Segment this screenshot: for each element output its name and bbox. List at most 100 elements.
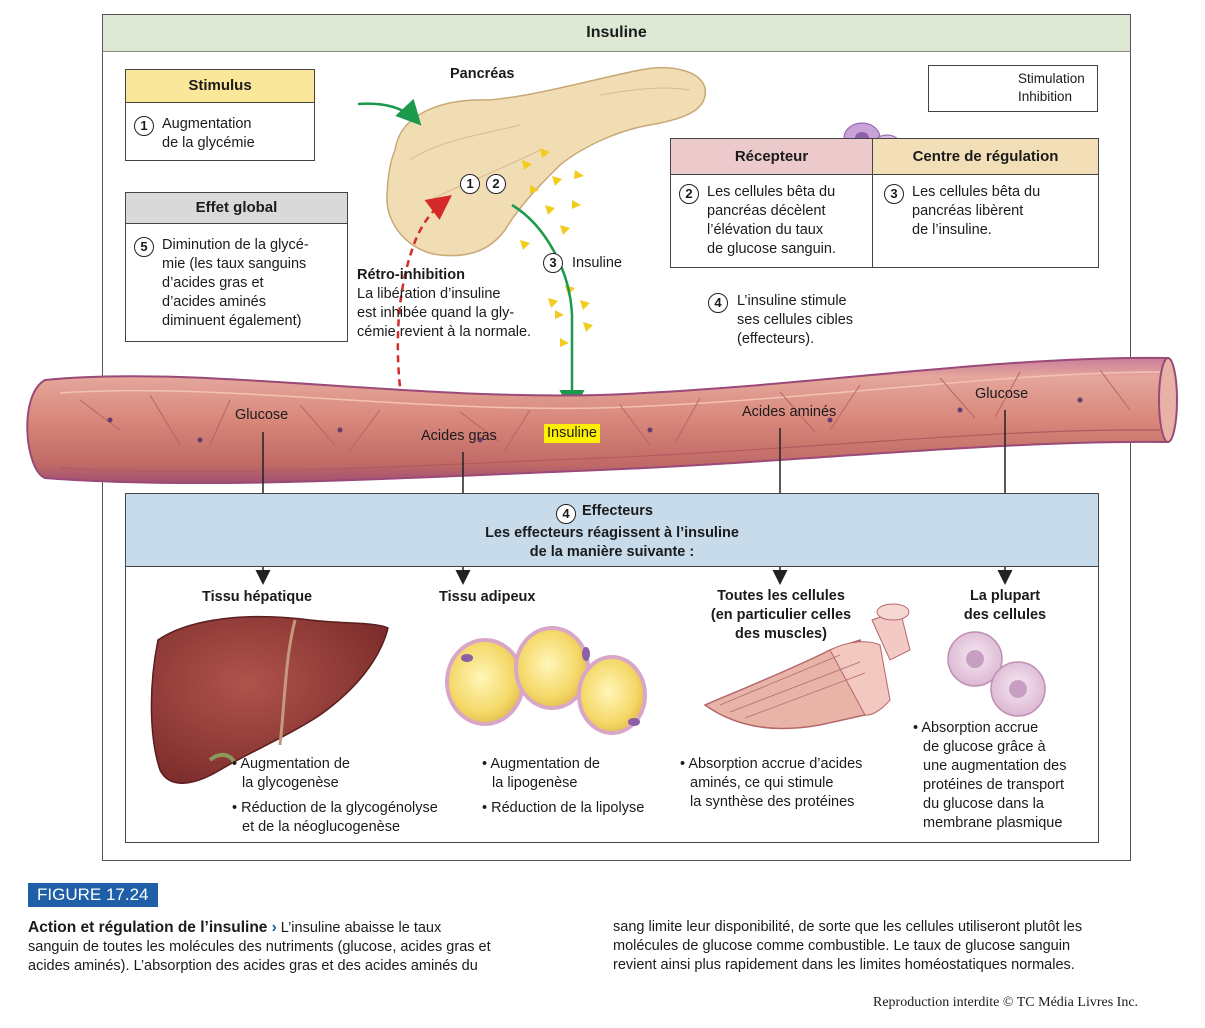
pancreas-label: Pancréas [450, 66, 515, 82]
cel-title-l3: des muscles) [735, 626, 827, 642]
caption-left-l3: acides aminés). L’absorption des acides … [28, 958, 478, 974]
cel-title-l2: (en particulier celles [710, 607, 852, 623]
insuline-step-num: 3 [543, 253, 563, 273]
adi-b2-l1: Réduction de la lipolyse [491, 800, 645, 816]
step4-l3: (effecteurs). [737, 331, 815, 347]
caption-title: Action et régulation de l’insuline [28, 919, 268, 936]
caption-left-l2: sanguin de toutes les molécules des nutr… [28, 939, 491, 955]
effet-global-l1: Diminution de la glycé- [162, 237, 309, 253]
centre-l2: pancréas libèrent [912, 203, 1024, 219]
cel-title-l1: Toutes les cellules [717, 588, 845, 604]
cel-b1-l3: la synthèse des protéines [690, 794, 855, 810]
vessel-acides-gras: Acides gras [421, 428, 497, 444]
recepteur-num: 2 [679, 184, 699, 204]
centre-title: Centre de régulation [873, 139, 1098, 175]
effet-global-box: Effet global 5 Diminution de la glycé- m… [125, 192, 348, 342]
figure-label: FIGURE 17.24 [28, 883, 158, 907]
adipose-illustration [445, 626, 647, 735]
effecteurs-l1: Les effecteurs réagissent à l’insuline [485, 525, 739, 541]
plu-b1-l3: une augmentation des [923, 758, 1067, 774]
effet-global-l5: diminuent également) [162, 313, 302, 329]
target-adipeux-bullets: • Augmentation de la lipogenèse • Réduct… [482, 756, 645, 816]
recepteur-title: Récepteur [671, 139, 873, 175]
copyright: Reproduction interdite © TC Média Livres… [873, 995, 1139, 1010]
legend: Stimulation Inhibition [928, 65, 1098, 112]
title-bar: Insuline [102, 14, 1131, 52]
retro-l3: cémie revient à la normale. [357, 324, 532, 340]
effecteurs-num: 4 [556, 504, 576, 524]
vessel-glucose-right: Glucose [975, 386, 1029, 402]
caption-right-l2: molécules de glucose comme combustible. … [613, 938, 1071, 954]
liver-illustration [150, 615, 389, 784]
stimulus-box: Stimulus 1 Augmentation de la glycémie [125, 69, 315, 161]
target-cellules-bullets: • Absorption accrue d’acides aminés, ce … [680, 756, 863, 810]
recepteur-l3: l’élévation du taux [707, 222, 824, 238]
step4-l1: L’insuline stimule [737, 293, 847, 309]
figure-caption-left: Action et régulation de l’insuline › L’i… [28, 918, 588, 976]
retro-l2: est inhibée quand la gly- [357, 305, 515, 321]
figure-caption-right: sang limite leur disponibilité, de sorte… [613, 918, 1193, 975]
plu-b1-l2: de glucose grâce à [923, 739, 1046, 755]
vessel-insuline: Insuline [544, 424, 600, 443]
retro-l1: La libération d’insuline [357, 286, 501, 302]
stimulus-title: Stimulus [126, 70, 314, 103]
stimulus-text-1: Augmentation [162, 116, 252, 132]
recepteur-l4: de glucose sanguin. [707, 241, 836, 257]
recepteur-l2: pancréas décèlent [707, 203, 826, 219]
hep-b1-l1: Augmentation de [240, 756, 350, 772]
centre-num: 3 [884, 184, 904, 204]
step4-l2: ses cellules cibles [737, 312, 854, 328]
effecteurs-header: 4 Effecteurs Les effecteurs réagissent à… [125, 493, 1099, 567]
vessel-glucose-left: Glucose [235, 407, 289, 423]
caption-right-l1: sang limite leur disponibilité, de sorte… [613, 919, 1083, 935]
step4-num: 4 [708, 293, 728, 313]
target-adipeux-title: Tissu adipeux [439, 589, 536, 605]
retro-inhibition-arrow [396, 194, 452, 411]
stimulus-arrow [357, 98, 422, 126]
cel-b1-l2: aminés, ce qui stimule [690, 775, 834, 791]
cel-b1-l1: Absorption accrue d’acides [688, 756, 863, 772]
hep-b2-l2: et de la néoglucogenèse [242, 819, 401, 835]
caption-right-l3: revient ainsi plus rapidement dans les l… [613, 957, 1075, 973]
target-cellules-title: Toutes les cellules (en particulier cell… [683, 587, 879, 644]
legend-inhibition-label: Inhibition [1018, 89, 1073, 104]
effecteurs-l2: de la manière suivante : [529, 544, 695, 560]
effet-global-num: 5 [134, 237, 154, 257]
effet-global-l3: d’acides gras et [162, 275, 264, 291]
plu-title-l2: des cellules [963, 607, 1047, 623]
adi-b1-l1: Augmentation de [490, 756, 600, 772]
plu-title-l1: La plupart [969, 588, 1041, 604]
pancreas-step-2: 2 [486, 174, 506, 194]
plu-b1-l4: protéines de transport [923, 777, 1065, 793]
muscle-illustration [703, 603, 911, 730]
target-hepatique-title: Tissu hépatique [202, 589, 313, 605]
effet-global-l4: d’acides aminés [162, 294, 266, 310]
plu-b1-l6: membrane plasmique [923, 815, 1063, 831]
plu-b1-l1: Absorption accrue [921, 720, 1039, 736]
recepteur-l1: Les cellules bêta du [707, 184, 836, 200]
stimulus-text-2: de la glycémie [162, 135, 255, 151]
effet-global-title: Effet global [126, 193, 347, 224]
centre-l1: Les cellules bêta du [912, 184, 1041, 200]
vessel-acides-amines: Acides aminés [742, 404, 837, 420]
effet-global-l2: mie (les taux sanguins [162, 256, 307, 272]
centre-l3: de l’insuline. [912, 222, 992, 238]
adi-b1-l2: la lipogenèse [492, 775, 578, 791]
caption-left-l1: L’insuline abaisse le taux [276, 920, 442, 936]
legend-stimulation-label: Stimulation [1018, 71, 1085, 86]
pancreas-step-1: 1 [460, 174, 480, 194]
hep-b1-l2: la glycogenèse [242, 775, 339, 791]
plu-b1-l5: du glucose dans la [923, 796, 1044, 812]
insuline-step-label: Insuline [572, 255, 622, 271]
pancreas-illustration [386, 67, 707, 257]
target-plupart-bullets: • Absorption accrue de glucose grâce à u… [913, 720, 1067, 831]
target-plupart-title: La plupart des cellules [945, 587, 1065, 625]
diagram-title: Insuline [586, 24, 647, 41]
effecteurs-panel [125, 565, 1099, 843]
stimulus-num: 1 [134, 116, 154, 136]
caption-arrow: › [271, 919, 277, 936]
blood-vessel [26, 356, 1178, 485]
body-cells-illustration [947, 631, 1046, 717]
retro-inhibition-text: Rétro-inhibition La libération d’insulin… [357, 266, 531, 342]
